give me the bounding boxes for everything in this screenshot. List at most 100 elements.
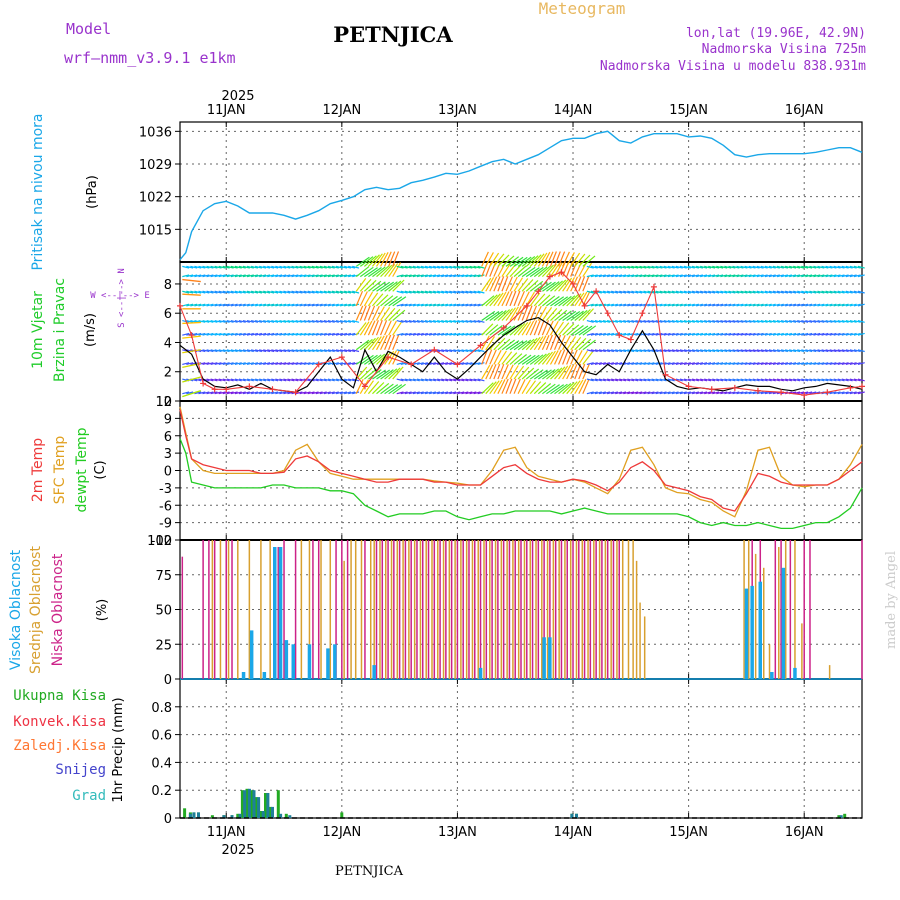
wind-barb (299, 391, 307, 395)
wind-barb (331, 274, 339, 278)
wind-barb (367, 254, 380, 267)
wind-gust-marker (639, 310, 646, 317)
wind-barb (226, 274, 234, 278)
wind-barb (825, 319, 833, 323)
wind-barb (776, 378, 784, 382)
wind-barb (635, 391, 643, 395)
wind-barb (283, 319, 291, 323)
wind-gust-marker (824, 389, 831, 396)
wind-barb (598, 378, 606, 382)
wind-barb (412, 349, 420, 353)
wind-barb (821, 378, 829, 382)
wind-barb (627, 290, 635, 294)
wind-barb (675, 319, 683, 323)
precip-total-bar (250, 790, 254, 818)
wind-barb (206, 274, 214, 278)
wind-barb (465, 319, 473, 323)
wind-barb (453, 391, 461, 395)
wind-barb (319, 391, 327, 395)
wind-barb (368, 354, 382, 365)
wind-barb (327, 319, 335, 323)
wind-barb (254, 303, 263, 307)
wind-barb (805, 391, 813, 395)
wind-barb (457, 290, 465, 294)
wind-barb (198, 265, 206, 269)
wind-barb (570, 336, 582, 351)
wind-barb (226, 378, 234, 382)
wind-barb (275, 378, 283, 382)
wind-barb (586, 362, 594, 366)
wind-barb (651, 303, 659, 307)
wind-barb (837, 274, 845, 278)
high-cloud-bar (750, 585, 754, 679)
wind-barb (206, 378, 214, 382)
wind-barb (724, 319, 732, 323)
wind-barb (404, 265, 412, 269)
wind-barb (311, 362, 319, 366)
wind-barb (586, 391, 594, 395)
wind-barb (182, 293, 201, 296)
wind-barb (813, 349, 821, 353)
wind-barb (226, 332, 234, 336)
wind-barb (287, 349, 295, 353)
wind-barb (683, 303, 691, 307)
wind-barb (756, 332, 764, 336)
wind-barb (218, 303, 226, 307)
wind-barb (817, 265, 825, 269)
wind-barb (740, 274, 748, 278)
wind-barb (683, 319, 691, 323)
wind-barb (230, 265, 238, 269)
wind-barb (748, 362, 756, 366)
wind-barb (477, 349, 485, 353)
wind-barb (465, 362, 473, 366)
wind-barb (720, 332, 728, 336)
wind-barb (663, 303, 671, 307)
wind-barb (813, 290, 821, 294)
wind-barb (388, 263, 399, 277)
wind-barb (736, 378, 744, 382)
wind-barb (760, 303, 768, 307)
precip-snow-bar (192, 812, 196, 818)
wind-barb (631, 319, 639, 323)
wind-barb (214, 303, 222, 307)
y-tick-label: 0 (164, 465, 172, 480)
wind-barb (857, 274, 865, 278)
wind-barb (849, 362, 857, 366)
wind-barb (404, 290, 412, 294)
wind-barb (529, 305, 538, 321)
wind-barb (716, 290, 724, 294)
wind-barb (375, 306, 385, 321)
wind-barb (558, 278, 570, 292)
wind-barb (335, 362, 343, 366)
wind-barb (700, 303, 708, 307)
wind-barb (457, 274, 465, 278)
wind-barb (675, 391, 683, 395)
wind-barb (529, 292, 541, 307)
precip-total-bar (240, 790, 244, 818)
wind-barb (259, 332, 267, 336)
wind-barb (287, 303, 295, 307)
wind-barb (849, 378, 857, 382)
wind-barb (375, 319, 383, 336)
wind-barb (691, 332, 700, 336)
wind-barb (339, 391, 348, 395)
wind-barb (198, 303, 206, 307)
wind-barb (509, 256, 524, 267)
wind-barb (343, 349, 352, 353)
wind-barb (210, 391, 218, 395)
wind-barb (222, 362, 230, 366)
wind-barb (433, 303, 441, 307)
y-tick-label: 6 (164, 430, 172, 445)
bottom-date-label: 13JAN (438, 825, 477, 840)
wind-barb (246, 303, 254, 307)
wind-barb (797, 319, 805, 323)
wind-barb (683, 274, 691, 278)
wind-barb (639, 319, 647, 323)
wind-barb (327, 349, 335, 353)
wind-barb (744, 378, 752, 382)
wind-barb (376, 382, 390, 395)
wind-barb (574, 379, 584, 394)
wind-barb (663, 274, 671, 278)
wind-barb (230, 290, 238, 294)
wind-gust-marker (604, 310, 611, 317)
